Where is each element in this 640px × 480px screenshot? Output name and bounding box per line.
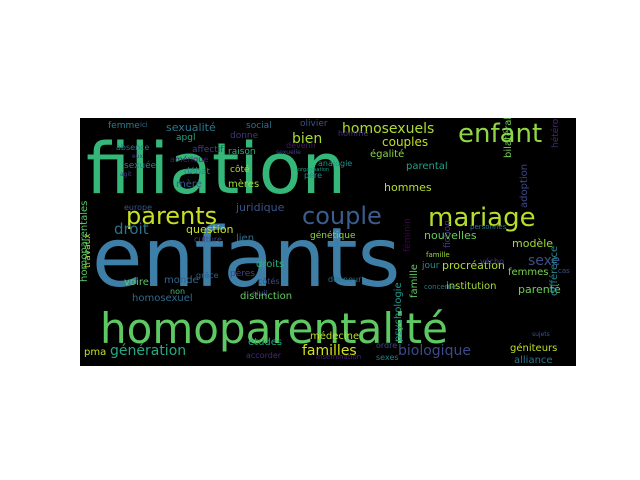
- word: couple: [302, 202, 382, 230]
- word: donneur: [328, 275, 362, 284]
- word: voire: [124, 277, 149, 288]
- word: géniteurs: [510, 343, 558, 354]
- word: famille: [426, 251, 450, 259]
- word: parenté: [518, 283, 561, 296]
- word: parental: [406, 161, 448, 172]
- word: enfants: [92, 211, 401, 306]
- word: sujets: [532, 331, 550, 338]
- word: féminin: [403, 218, 413, 252]
- word: question: [186, 223, 234, 236]
- word: distinction: [240, 291, 293, 302]
- word: côtés: [258, 277, 280, 286]
- word: enfant: [458, 119, 543, 149]
- word: égalité: [370, 149, 405, 160]
- word: bien: [292, 131, 323, 147]
- word: mère: [176, 179, 202, 190]
- word: amérique: [170, 155, 209, 164]
- word: sexe: [528, 253, 561, 269]
- word: nouvelles: [424, 229, 477, 242]
- word: familles: [302, 343, 357, 359]
- word: différence: [549, 245, 560, 296]
- word: social: [246, 121, 272, 131]
- word: jour: [422, 261, 440, 271]
- word: couples: [382, 135, 429, 149]
- word: concerne: [424, 283, 457, 291]
- word: famille: [409, 264, 420, 298]
- word: ici: [140, 121, 148, 129]
- word: études: [248, 337, 283, 348]
- word: père: [304, 171, 323, 180]
- word: parents: [126, 202, 218, 230]
- word: côté: [230, 165, 250, 175]
- word: débat: [184, 167, 211, 177]
- word: donne: [230, 131, 259, 141]
- word: olivier: [300, 119, 328, 129]
- word: médecine: [310, 331, 360, 342]
- word: monde: [164, 275, 199, 286]
- word: psychologie: [393, 282, 404, 342]
- word: non: [170, 287, 186, 296]
- word: lien: [236, 233, 255, 244]
- word: insémination: [316, 353, 362, 361]
- word: mariage: [428, 203, 536, 233]
- word: génération: [110, 343, 187, 359]
- word: organisation: [298, 167, 330, 173]
- word: hommes: [384, 181, 432, 194]
- word: homosexuels: [342, 121, 435, 137]
- word: devenir: [286, 141, 317, 150]
- word: raison: [228, 147, 256, 157]
- word: vécho: [480, 257, 505, 266]
- word: génétique: [310, 231, 356, 241]
- word: eux: [132, 153, 144, 160]
- word: droit: [114, 220, 149, 238]
- word: mères: [228, 179, 260, 190]
- word-cloud: filiation enfants homoparentalité enfant…: [80, 118, 576, 366]
- word: affectif: [192, 145, 224, 155]
- word: filiation: [86, 128, 346, 210]
- word: pma: [84, 347, 107, 358]
- word: adoption: [519, 163, 530, 208]
- word: procréation: [442, 259, 505, 272]
- word: personnes: [470, 223, 507, 231]
- word: grâce: [196, 271, 219, 280]
- word: hétérosexuels: [551, 118, 561, 148]
- word: sexuelle: [276, 149, 301, 156]
- word: sexes: [376, 353, 399, 362]
- word: fiction: [443, 220, 453, 248]
- word: europe: [124, 203, 152, 212]
- word: modèle: [512, 237, 554, 250]
- word: sexualité: [166, 121, 216, 134]
- word: homoparentales: [80, 200, 90, 282]
- word: femme: [108, 121, 140, 131]
- word: homme: [338, 129, 369, 138]
- word: culture: [194, 235, 222, 244]
- word: juridique: [236, 201, 285, 214]
- word: bilatéralité: [503, 118, 514, 158]
- word: femmes: [508, 267, 549, 278]
- word: agit: [120, 171, 132, 178]
- word: ordre: [376, 341, 398, 350]
- word: droits: [256, 259, 285, 270]
- word: apgl: [176, 133, 196, 143]
- word: absence: [116, 143, 150, 152]
- word: accorder: [246, 351, 282, 360]
- word: cas: [558, 267, 570, 275]
- word: sexuée: [124, 161, 157, 171]
- word: pères: [230, 269, 255, 279]
- word: homosexuel: [132, 293, 193, 304]
- word: civil: [252, 289, 268, 298]
- word: biologique: [398, 343, 471, 359]
- word: analogie: [318, 159, 353, 168]
- word: homoparentalité: [100, 304, 448, 353]
- word: alliance: [514, 355, 553, 366]
- word: institution: [446, 281, 497, 292]
